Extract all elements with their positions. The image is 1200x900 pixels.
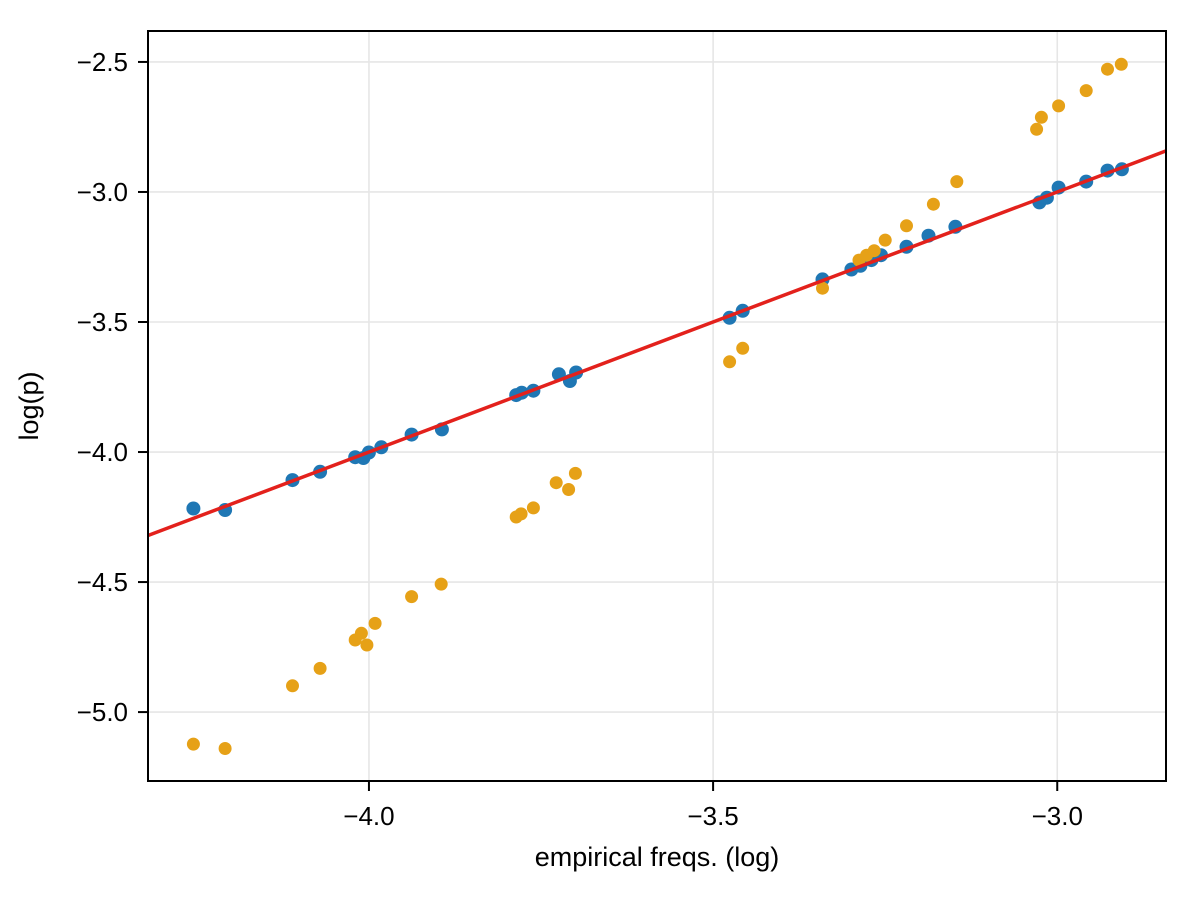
data-point-blue (186, 501, 201, 516)
data-point-orange (1030, 122, 1044, 136)
x-tick-label: −4.0 (343, 801, 394, 831)
data-point-orange (368, 616, 382, 630)
data-point-orange (1052, 99, 1066, 113)
x-tick-label: −3.0 (1032, 801, 1083, 831)
data-point-orange (360, 638, 374, 652)
data-point-orange (354, 626, 368, 640)
y-tick-label: −4.5 (77, 567, 128, 597)
data-point-orange (736, 341, 750, 355)
data-point-orange (405, 590, 419, 604)
y-axis-label: log(p) (14, 371, 44, 440)
y-tick-label: −4.0 (77, 437, 128, 467)
identity-line (147, 149, 1167, 538)
data-point-orange (562, 483, 576, 496)
data-point-orange (1114, 57, 1128, 71)
data-point-orange (816, 281, 829, 295)
data-point-orange (514, 507, 528, 521)
data-point-orange (549, 476, 563, 490)
data-point-orange (867, 244, 881, 258)
data-point-orange (218, 742, 232, 755)
data-point-orange (878, 233, 892, 247)
data-point-orange (723, 355, 737, 369)
data-point-orange (1079, 84, 1093, 98)
plot-border (147, 30, 1167, 782)
data-point-orange (900, 219, 913, 233)
data-point-orange (313, 661, 327, 675)
y-tick-label: −5.0 (77, 697, 128, 727)
x-axis-label: empirical freqs. (log) (535, 842, 780, 872)
x-tick-label: −3.5 (687, 801, 738, 831)
data-point-orange (186, 737, 200, 751)
data-point-orange (286, 679, 299, 693)
data-point-orange (568, 466, 582, 480)
data-point-orange (926, 197, 940, 211)
data-point-orange (950, 175, 964, 189)
data-point-orange (526, 501, 540, 515)
y-tick-label: −3.0 (77, 177, 128, 207)
data-point-orange (1101, 62, 1114, 76)
y-tick-label: −3.5 (77, 307, 128, 337)
data-point-orange (1034, 110, 1048, 124)
y-tick-label: −2.5 (77, 47, 128, 77)
data-point-orange (434, 577, 448, 591)
